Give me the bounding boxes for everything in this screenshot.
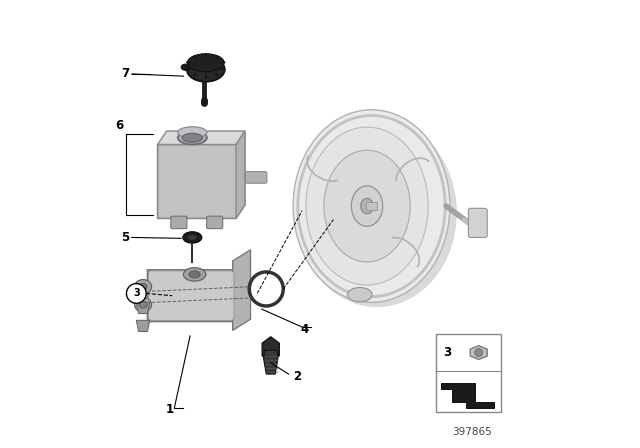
Ellipse shape — [183, 232, 202, 243]
Polygon shape — [470, 346, 487, 359]
Ellipse shape — [351, 186, 383, 226]
Text: 4: 4 — [300, 323, 308, 336]
Bar — [436, 334, 502, 412]
FancyBboxPatch shape — [207, 216, 223, 229]
Polygon shape — [262, 337, 279, 362]
Bar — [366, 202, 378, 210]
Ellipse shape — [139, 301, 147, 308]
Text: 5: 5 — [121, 231, 129, 244]
Polygon shape — [441, 383, 494, 408]
Ellipse shape — [139, 283, 147, 290]
Text: 3: 3 — [133, 289, 140, 298]
FancyBboxPatch shape — [245, 172, 267, 183]
Text: 2: 2 — [294, 370, 301, 383]
Circle shape — [475, 349, 483, 357]
Polygon shape — [157, 131, 245, 219]
Polygon shape — [157, 131, 245, 145]
Ellipse shape — [184, 268, 206, 281]
Ellipse shape — [178, 127, 207, 138]
Ellipse shape — [188, 54, 224, 72]
Text: 3: 3 — [444, 346, 452, 359]
Ellipse shape — [178, 131, 207, 145]
Ellipse shape — [324, 150, 410, 262]
Circle shape — [127, 284, 146, 303]
Polygon shape — [148, 261, 239, 322]
Text: 7: 7 — [121, 67, 129, 81]
Ellipse shape — [189, 271, 200, 278]
Polygon shape — [264, 350, 278, 374]
Text: 1: 1 — [166, 403, 174, 417]
Ellipse shape — [181, 64, 190, 70]
Ellipse shape — [293, 110, 450, 302]
Ellipse shape — [134, 280, 152, 294]
FancyBboxPatch shape — [468, 208, 487, 237]
Polygon shape — [236, 131, 245, 219]
FancyBboxPatch shape — [171, 216, 187, 229]
Polygon shape — [136, 320, 150, 332]
Ellipse shape — [361, 198, 373, 214]
Ellipse shape — [306, 127, 428, 285]
Ellipse shape — [187, 57, 225, 82]
Ellipse shape — [134, 297, 152, 312]
Ellipse shape — [188, 235, 197, 240]
Polygon shape — [233, 250, 251, 331]
Text: 397865: 397865 — [452, 427, 492, 437]
Polygon shape — [136, 302, 150, 314]
FancyBboxPatch shape — [148, 271, 234, 321]
Ellipse shape — [297, 118, 457, 307]
Ellipse shape — [182, 134, 202, 142]
Text: 6: 6 — [115, 119, 124, 132]
Ellipse shape — [348, 288, 372, 302]
